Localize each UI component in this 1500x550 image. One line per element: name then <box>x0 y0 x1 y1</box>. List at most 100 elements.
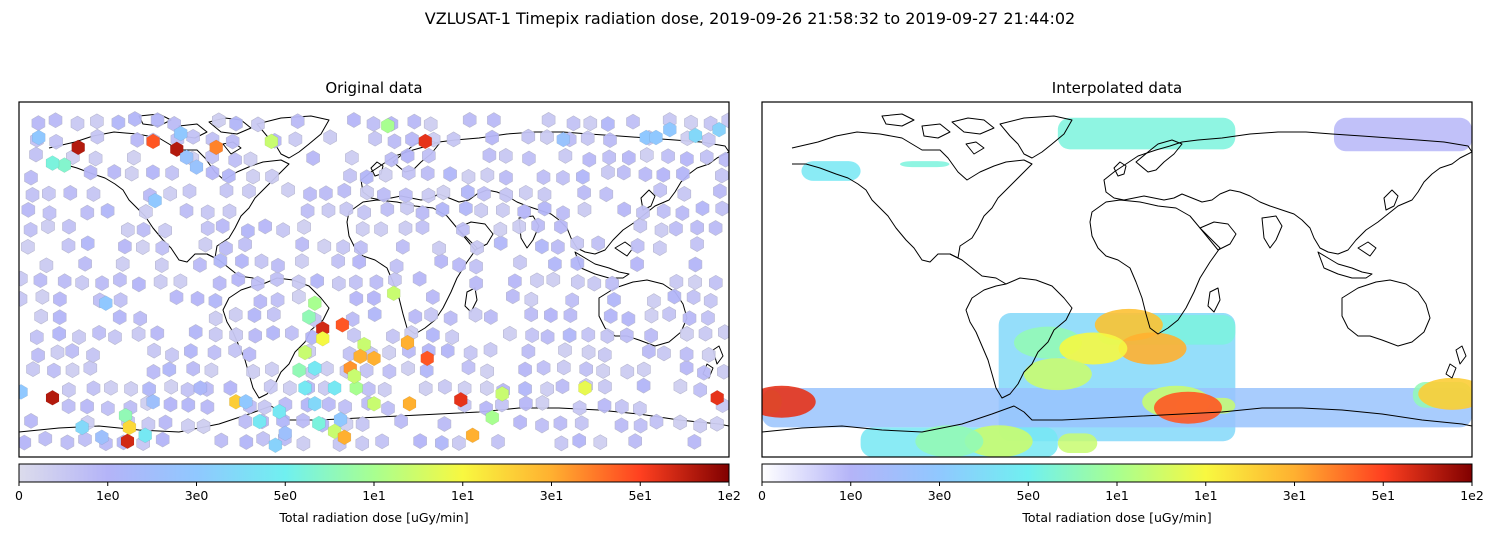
interpolated-region <box>900 161 950 168</box>
hexbin-low <box>78 255 92 272</box>
hexbin-low <box>86 186 101 202</box>
hexbin <box>264 133 279 150</box>
hexbin-low <box>401 164 416 181</box>
hexbin-low <box>127 149 141 166</box>
hexbin-low <box>647 293 661 309</box>
hexbin-low <box>400 199 414 216</box>
hexbin-low <box>41 218 55 235</box>
hexbin-low <box>345 311 360 328</box>
hexbin-low <box>519 395 533 412</box>
hexbin-low <box>690 219 705 236</box>
hexbin-low <box>49 133 63 150</box>
hexbin-low <box>425 289 440 305</box>
hexbin-low <box>387 133 402 150</box>
interpolated-region <box>801 161 861 181</box>
hexbin-low <box>684 114 698 131</box>
hexbin <box>367 350 381 367</box>
original-data-title: Original data <box>325 79 422 97</box>
hexbin-low <box>254 253 269 270</box>
hexbin-low <box>256 431 270 447</box>
hexbin-low <box>349 290 364 307</box>
hexbin-low <box>435 201 450 218</box>
hexbin-low <box>360 184 374 201</box>
hexbin-low <box>502 325 517 342</box>
hexbin-low <box>297 219 311 235</box>
interpolated-colorbar-tick-label: 1e2 <box>1460 488 1484 503</box>
hexbin <box>302 309 316 325</box>
hexbin-low <box>353 240 368 256</box>
hexbin-low <box>21 238 35 255</box>
interpolated-region <box>1057 117 1236 150</box>
hexbin-low <box>52 325 66 342</box>
hexbin-low <box>83 360 98 376</box>
hexbin-low <box>222 168 236 184</box>
hexbin-low <box>198 236 213 253</box>
hexbin-low <box>48 112 63 129</box>
hexbin-low <box>369 274 384 291</box>
hexbin-low <box>52 309 67 326</box>
hexbin-low <box>139 204 153 220</box>
hexbin-low <box>23 221 38 238</box>
hexbin-low <box>164 378 178 395</box>
hexbin-low <box>644 307 659 324</box>
hexbin-low <box>558 342 572 359</box>
hexbin-low <box>574 415 589 432</box>
hexbin-low <box>113 292 128 308</box>
hexbin <box>173 125 188 142</box>
hexbin-low <box>367 306 382 323</box>
original-data-colorbar-label: Total radiation dose [uGy/min] <box>278 510 468 525</box>
hexbin <box>148 192 162 209</box>
hexbin-low <box>88 150 103 167</box>
hexbin <box>146 394 160 410</box>
hexbin-low <box>546 271 561 288</box>
interpolated-hotspot <box>1059 332 1128 365</box>
hexbin <box>189 159 204 175</box>
hexbin-low <box>593 434 608 451</box>
hexbin-low <box>619 327 634 344</box>
hexbin <box>312 415 326 432</box>
hexbin-low <box>614 417 629 434</box>
hexbin-low <box>306 150 320 166</box>
interpolated-data-colorbar: 0 1e0 3e0 5e0 1e1 1e1 3e1 5e1 1e2 Total radiatio… <box>758 463 1484 525</box>
hexbin-low <box>440 342 455 359</box>
hexbin-low <box>80 398 94 415</box>
hexbin-low <box>413 433 427 449</box>
hexbin-low <box>359 169 374 186</box>
hexbin-low <box>522 150 536 167</box>
hexbin-low <box>673 414 687 431</box>
hexbin-low <box>493 235 508 251</box>
original-colorbar-tick-label: 0 <box>15 488 23 503</box>
hexbin-low <box>562 327 577 344</box>
hexbin <box>337 429 352 446</box>
hexbin-low <box>65 343 79 359</box>
hexbin-low <box>498 148 513 164</box>
hexbin-low <box>204 362 219 379</box>
hexbin-low <box>265 361 279 378</box>
hexbin-low <box>639 147 654 163</box>
hexbin-low <box>480 363 495 380</box>
hexbin-low <box>682 310 697 327</box>
hexbin-low <box>343 167 357 184</box>
hexbin-low <box>656 166 671 183</box>
hexbin-low <box>246 168 260 185</box>
hexbin-low <box>101 400 115 417</box>
hexbin-low <box>398 220 413 237</box>
hexbin-low <box>229 327 243 343</box>
hexbin-low <box>626 113 640 130</box>
interpolated-colorbar-tick-label: 5e0 <box>1016 488 1040 503</box>
hexbin-low <box>469 275 483 292</box>
hexbin-low <box>460 184 475 200</box>
hexbin-low <box>80 204 95 221</box>
hexbin-low <box>158 414 173 431</box>
hexbin-low <box>477 185 491 202</box>
hexbin <box>402 396 417 412</box>
hexbin-low <box>281 182 295 198</box>
hexbin-low <box>163 185 177 202</box>
hexbin <box>420 350 434 367</box>
hexbin-low <box>483 309 498 325</box>
hexbin-low <box>537 186 552 203</box>
hexbin-low <box>208 310 223 327</box>
hexbin-low <box>347 327 361 344</box>
hexbin-low <box>638 166 653 183</box>
